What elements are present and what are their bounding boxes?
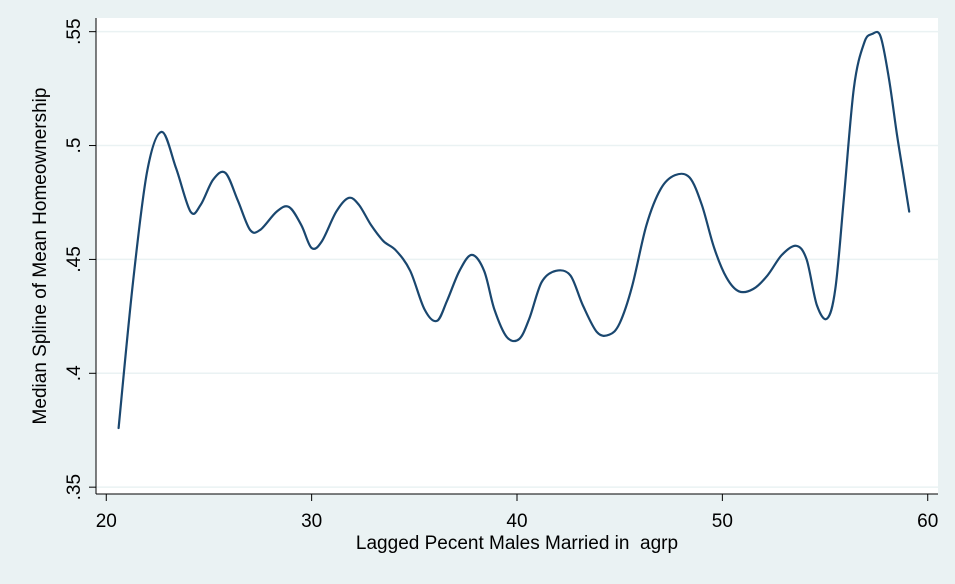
x-tick-label: 20 <box>96 511 117 532</box>
y-tick-label: .55 <box>64 18 85 44</box>
plot-area <box>96 18 938 494</box>
y-tick-label: .5 <box>64 138 85 154</box>
tick-labels: .35 .4 .45 .5 .55 20 30 40 50 60 <box>64 18 938 532</box>
tick-marks <box>89 31 929 501</box>
x-tick-label: 50 <box>712 511 733 532</box>
series-layer <box>117 30 911 430</box>
x-tick-label: 30 <box>301 511 322 532</box>
y-tick-label: .35 <box>64 474 85 500</box>
series-line <box>117 30 911 430</box>
x-tick-label: 40 <box>506 511 527 532</box>
x-axis-label: Lagged Pecent Males Married in agrp <box>356 533 678 554</box>
y-tick-label: .4 <box>64 365 85 381</box>
x-tick-label: 60 <box>917 511 938 532</box>
y-axis-label: Median Spline of Mean Homeownership <box>30 88 51 425</box>
y-tick-label: .45 <box>64 246 85 272</box>
gridlines <box>96 30 938 488</box>
